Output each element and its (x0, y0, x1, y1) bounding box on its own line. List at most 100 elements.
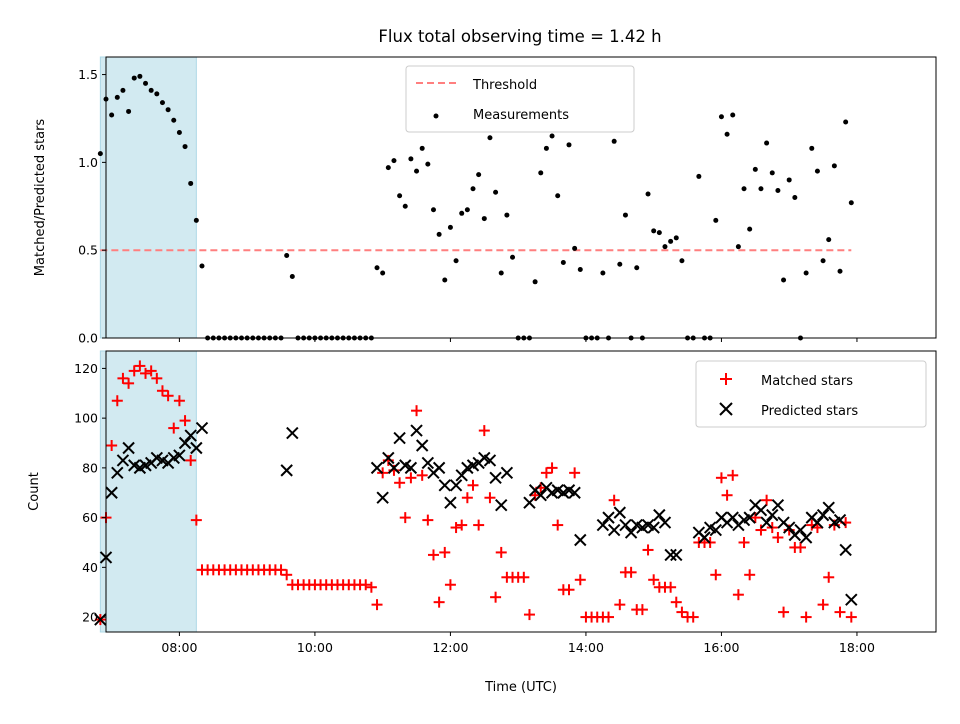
matched-star-point (422, 514, 434, 526)
predicted-star-point (500, 466, 514, 480)
measurement-point (436, 231, 442, 237)
matched-star-point (834, 606, 846, 618)
matched-star-point (845, 611, 857, 623)
predicted-star-point (811, 516, 824, 529)
predicted-star-point (94, 613, 107, 626)
measurement-point (775, 187, 781, 193)
matched-star-point (574, 574, 586, 586)
measurement-point (532, 279, 538, 285)
matched-star-point (151, 372, 163, 384)
matched-star-point (676, 606, 688, 618)
matched-star-point (365, 581, 377, 593)
matched-star-point (106, 439, 118, 451)
top-ytick-label: 0.0 (78, 331, 98, 346)
matched-star-point (727, 469, 739, 481)
predicted-star-point (376, 491, 389, 504)
measurement-point (741, 186, 747, 192)
predicted-star-point (574, 533, 587, 547)
matched-star-point (123, 377, 135, 389)
matched-star-point (140, 367, 152, 379)
matched-star-point (179, 415, 191, 427)
predicted-star-point (794, 523, 807, 537)
measurement-point (97, 151, 103, 157)
predicted-star-point (387, 461, 401, 475)
measurement-point (143, 80, 149, 86)
bottom-xtick-label: 18:00 (839, 640, 875, 655)
measurement-point (673, 235, 679, 241)
predicted-star-point (432, 461, 446, 475)
measurement-points (97, 73, 854, 341)
matched-star-point (275, 564, 287, 576)
matched-star-point (608, 494, 620, 506)
matched-star-point (433, 596, 445, 608)
predicted-star-point (816, 508, 830, 522)
bottom-xtick-label: 16:00 (703, 640, 739, 655)
matched-star-point (117, 372, 129, 384)
predicted-star-point (444, 496, 457, 509)
top-y-ticks: 0.0 0.5 1.0 1.5 (78, 67, 106, 346)
measurement-point (498, 270, 504, 276)
measurement-point (165, 107, 171, 113)
bottom-legend-box (695, 360, 927, 428)
bottom-y-ticks: 20 40 60 80 100 120 (74, 361, 106, 625)
matched-star-point (399, 512, 411, 524)
measurement-point (493, 189, 499, 195)
matched-star-point (614, 599, 626, 611)
predicted-star-point (771, 498, 785, 512)
predicted-star-point (754, 503, 768, 517)
predicted-star-point (449, 479, 463, 492)
bottom-xtick-label: 10:00 (297, 640, 333, 655)
matched-star-point (168, 422, 180, 434)
predicted-star-point (415, 439, 429, 452)
measurement-point (560, 259, 566, 265)
measurement-point (182, 144, 188, 150)
matched-star-point (563, 584, 575, 596)
measurement-point (487, 135, 493, 141)
ratio-panel: 0.0 0.5 1.0 1.5 Matched/Predicted stars (33, 56, 937, 346)
predicted-star-point (105, 486, 118, 499)
bottom-ytick-label: 80 (82, 460, 98, 475)
measurements-legend-label: Measurements (473, 108, 569, 123)
measurement-point (549, 133, 555, 139)
top-legend: Threshold Measurements (405, 65, 635, 133)
bottom-ytick-label: 100 (74, 411, 98, 426)
predicted-star-point (489, 471, 502, 485)
measurement-point (781, 277, 787, 283)
matched-star-point (732, 589, 744, 601)
matched-star-point (484, 492, 496, 504)
x-axis-label: Time (UTC) (484, 680, 557, 695)
measurement-point (114, 94, 120, 100)
matched-star-point (636, 604, 648, 616)
measurements-legend-swatch (433, 113, 439, 119)
measurement-point (131, 75, 137, 81)
measurement-point (176, 130, 182, 136)
matched-star-point (749, 512, 761, 524)
matched-star-point (642, 544, 654, 556)
measurement-point (679, 258, 685, 264)
matched-star-point (817, 599, 829, 611)
measurement-point (848, 200, 854, 206)
predicted-star-point (438, 479, 451, 492)
top-x-ticks (178, 338, 858, 342)
matched-star-point (687, 611, 699, 623)
predicted-star-point (116, 454, 130, 467)
measurement-point (611, 138, 617, 144)
predicted-star-point (410, 424, 423, 437)
matched-star-point (439, 546, 451, 558)
measurement-point (735, 244, 741, 250)
matched-star-point (495, 546, 507, 558)
matched-star-point (761, 494, 773, 506)
matched-star-point (721, 489, 733, 501)
measurement-point (662, 244, 668, 250)
matched-star-point (738, 536, 750, 548)
matched-star-point (156, 385, 168, 397)
measurement-point (109, 112, 115, 118)
matched-star-point (710, 569, 722, 581)
matched-star-point (523, 609, 535, 621)
measurement-point (758, 186, 764, 192)
matched-stars-points (94, 360, 857, 626)
predicted-star-point (455, 469, 468, 482)
top-ytick-label: 1.5 (78, 67, 98, 82)
measurement-point (385, 165, 391, 171)
measurement-point (137, 73, 143, 79)
